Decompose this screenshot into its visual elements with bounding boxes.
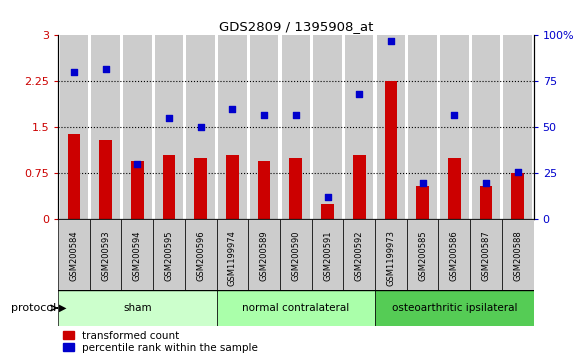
Bar xyxy=(162,155,175,219)
Bar xyxy=(131,161,144,219)
Point xyxy=(291,112,300,118)
Bar xyxy=(512,173,524,219)
Bar xyxy=(67,133,80,219)
Point xyxy=(196,125,205,130)
Bar xyxy=(343,219,375,290)
Bar xyxy=(472,35,501,219)
Bar xyxy=(311,219,343,290)
Bar xyxy=(470,219,502,290)
Bar xyxy=(258,161,270,219)
Bar xyxy=(91,35,120,219)
Bar xyxy=(375,219,407,290)
Bar xyxy=(186,35,215,219)
Text: GSM200591: GSM200591 xyxy=(323,230,332,281)
Bar xyxy=(448,158,461,219)
Point xyxy=(513,169,523,175)
Bar xyxy=(503,35,532,219)
Bar xyxy=(60,35,88,219)
Point xyxy=(386,38,396,44)
Point xyxy=(164,115,173,121)
Text: osteoarthritic ipsilateral: osteoarthritic ipsilateral xyxy=(392,303,517,313)
Bar xyxy=(248,219,280,290)
Bar xyxy=(321,204,334,219)
Bar xyxy=(407,219,438,290)
Text: GSM200595: GSM200595 xyxy=(165,230,173,281)
Bar xyxy=(121,219,153,290)
Bar xyxy=(376,35,405,219)
Bar xyxy=(385,81,397,219)
Text: GSM200590: GSM200590 xyxy=(291,230,300,281)
Point xyxy=(101,66,110,72)
Bar xyxy=(185,219,216,290)
Point xyxy=(259,112,269,118)
Text: GSM200592: GSM200592 xyxy=(355,230,364,281)
Point xyxy=(228,106,237,112)
Bar xyxy=(440,35,469,219)
Bar xyxy=(416,186,429,219)
Text: GSM200594: GSM200594 xyxy=(133,230,142,281)
Bar xyxy=(216,290,375,326)
Point xyxy=(354,91,364,97)
Bar xyxy=(153,219,185,290)
Bar xyxy=(345,35,374,219)
Text: GSM200589: GSM200589 xyxy=(260,230,269,281)
Bar xyxy=(281,35,310,219)
Bar xyxy=(216,219,248,290)
Bar xyxy=(226,155,239,219)
Text: ▶: ▶ xyxy=(59,303,66,313)
Bar xyxy=(375,290,534,326)
Text: GSM1199973: GSM1199973 xyxy=(386,230,396,286)
Bar xyxy=(90,219,121,290)
Bar xyxy=(218,35,246,219)
Bar xyxy=(480,186,492,219)
Bar xyxy=(194,158,207,219)
Text: protocol: protocol xyxy=(11,303,56,313)
Bar xyxy=(250,35,278,219)
Legend: transformed count, percentile rank within the sample: transformed count, percentile rank withi… xyxy=(63,331,258,353)
Bar xyxy=(313,35,342,219)
Point xyxy=(481,180,491,185)
Title: GDS2809 / 1395908_at: GDS2809 / 1395908_at xyxy=(219,20,373,33)
Text: GSM200593: GSM200593 xyxy=(101,230,110,281)
Point xyxy=(450,112,459,118)
Bar xyxy=(438,219,470,290)
Bar xyxy=(353,155,365,219)
Text: GSM200596: GSM200596 xyxy=(196,230,205,281)
Bar xyxy=(408,35,437,219)
Text: sham: sham xyxy=(123,303,151,313)
Text: GSM1199974: GSM1199974 xyxy=(228,230,237,286)
Bar xyxy=(502,219,534,290)
Point xyxy=(418,180,427,185)
Bar xyxy=(99,140,112,219)
Text: GSM200586: GSM200586 xyxy=(450,230,459,281)
Text: GSM200584: GSM200584 xyxy=(70,230,78,281)
Bar xyxy=(155,35,183,219)
Bar xyxy=(58,290,216,326)
Text: GSM200585: GSM200585 xyxy=(418,230,427,281)
Point xyxy=(133,161,142,167)
Point xyxy=(69,69,78,75)
Bar xyxy=(123,35,151,219)
Bar xyxy=(58,219,90,290)
Bar xyxy=(289,158,302,219)
Text: GSM200588: GSM200588 xyxy=(513,230,522,281)
Bar xyxy=(280,219,311,290)
Text: normal contralateral: normal contralateral xyxy=(242,303,349,313)
Point xyxy=(323,195,332,200)
Text: GSM200587: GSM200587 xyxy=(481,230,491,281)
